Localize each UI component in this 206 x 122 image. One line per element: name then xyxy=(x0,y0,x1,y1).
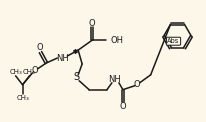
Text: CH₃: CH₃ xyxy=(16,95,29,101)
Text: Abs: Abs xyxy=(167,38,180,44)
Text: S: S xyxy=(73,72,79,82)
Text: O: O xyxy=(89,19,95,28)
Text: NH: NH xyxy=(109,75,121,84)
Text: O: O xyxy=(31,66,38,75)
Text: O: O xyxy=(36,43,43,52)
Text: CH₃: CH₃ xyxy=(9,69,22,75)
Text: NH: NH xyxy=(56,54,69,63)
Text: CH₃: CH₃ xyxy=(23,69,36,75)
Text: OH: OH xyxy=(111,36,124,45)
Text: O: O xyxy=(119,102,126,111)
Text: O: O xyxy=(133,80,140,89)
